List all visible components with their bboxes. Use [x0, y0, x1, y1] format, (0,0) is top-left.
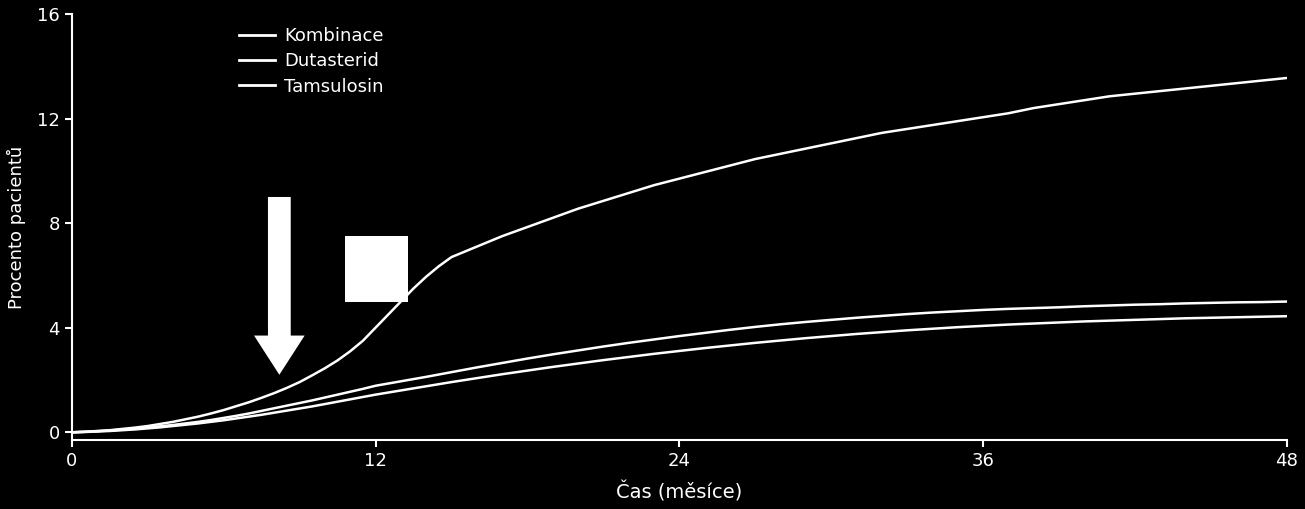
Y-axis label: Procento pacientů: Procento pacientů: [7, 146, 26, 308]
Kombinace: [215, 417, 231, 423]
Tamsulosin: [697, 169, 713, 175]
Dutasterid: [671, 333, 686, 339]
Dutasterid: [1279, 298, 1295, 304]
Tamsulosin: [64, 429, 80, 435]
Dutasterid: [570, 348, 586, 354]
Kombinace: [570, 360, 586, 366]
Dutasterid: [215, 415, 231, 421]
Tamsulosin: [393, 298, 408, 304]
Tamsulosin: [468, 244, 484, 250]
Bar: [345, 236, 408, 301]
Line: Dutasterid: Dutasterid: [72, 301, 1287, 432]
Kombinace: [1279, 313, 1295, 319]
Tamsulosin: [166, 419, 181, 425]
Kombinace: [241, 413, 257, 419]
Kombinace: [64, 429, 80, 435]
X-axis label: Čas (měsíce): Čas (měsíce): [616, 481, 743, 502]
Tamsulosin: [570, 206, 586, 212]
Tamsulosin: [1279, 75, 1295, 81]
Legend: Kombinace, Dutasterid, Tamsulosin: Kombinace, Dutasterid, Tamsulosin: [239, 27, 384, 96]
Dutasterid: [64, 429, 80, 435]
Kombinace: [671, 348, 686, 354]
Line: Kombinace: Kombinace: [72, 316, 1287, 432]
Line: Tamsulosin: Tamsulosin: [72, 78, 1287, 432]
Kombinace: [1077, 318, 1092, 324]
Dutasterid: [330, 391, 346, 398]
Dutasterid: [241, 410, 257, 416]
Dutasterid: [1077, 303, 1092, 309]
Polygon shape: [254, 197, 304, 375]
Tamsulosin: [722, 162, 737, 168]
Kombinace: [330, 399, 346, 405]
